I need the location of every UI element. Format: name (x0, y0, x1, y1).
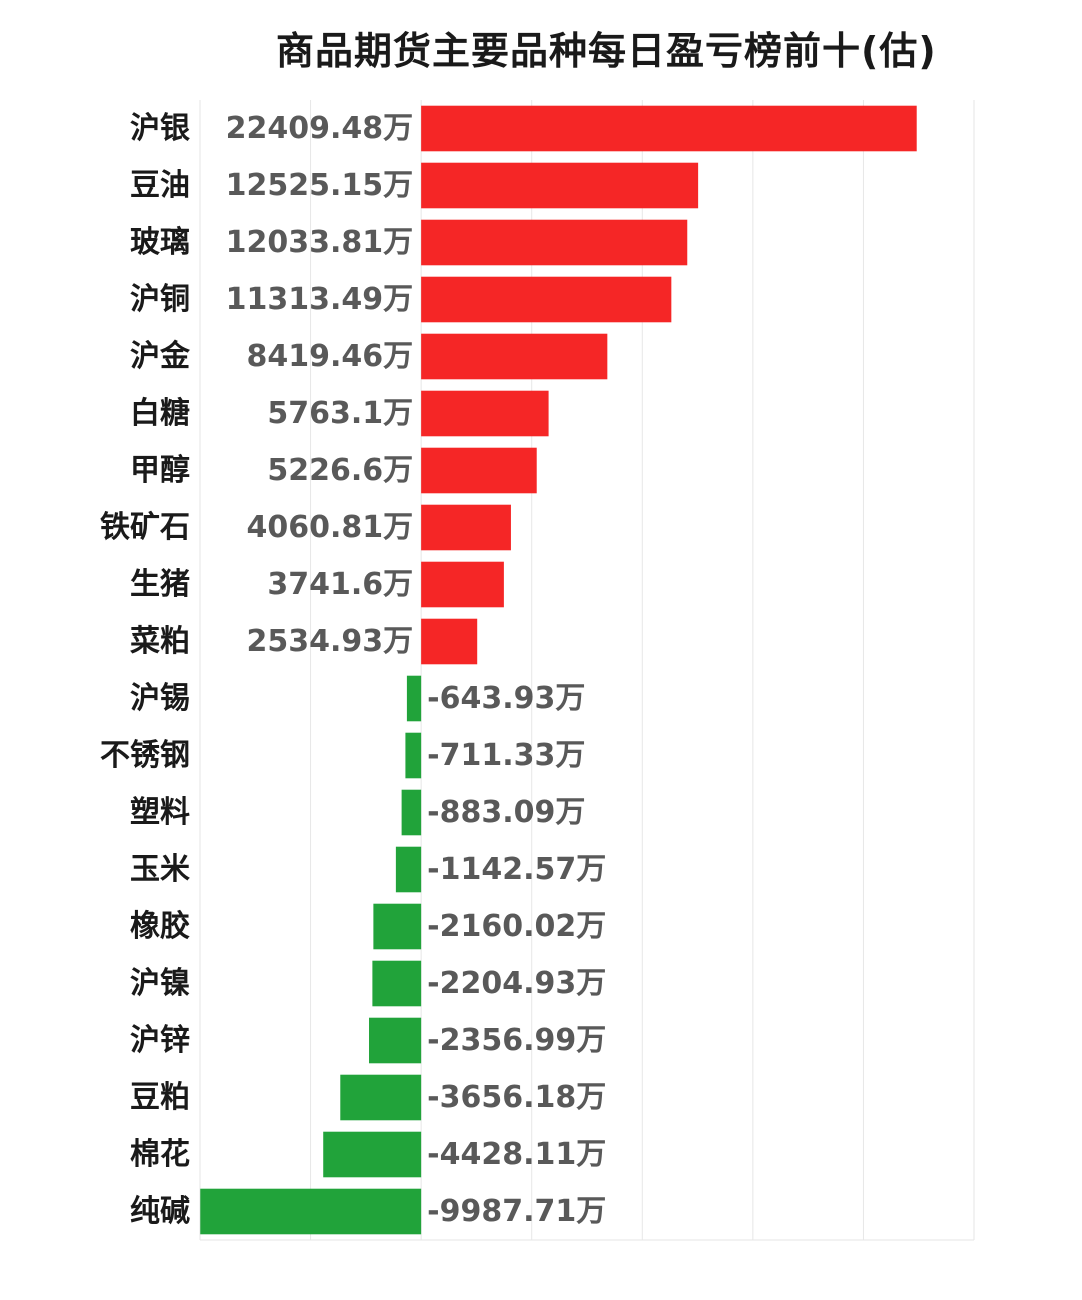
category-labels: 沪银豆油玻璃沪铜沪金白糖甲醇铁矿石生猪菜粕沪锡不锈钢塑料玉米橡胶沪镍沪锌豆粕棉花… (100, 111, 191, 1229)
value-label: -9987.71万 (427, 1194, 606, 1229)
bar (421, 162, 699, 209)
category-label: 沪锡 (130, 681, 190, 716)
value-label: -711.33万 (427, 738, 585, 773)
category-label: 沪镍 (130, 966, 190, 1001)
value-label: -2160.02万 (427, 909, 606, 944)
category-label: 铁矿石 (100, 510, 190, 545)
bar (421, 105, 917, 152)
category-label: 生猪 (130, 567, 190, 602)
bar (401, 789, 422, 836)
value-label: 3741.6万 (267, 567, 413, 602)
bar (421, 219, 688, 266)
category-label: 沪金 (130, 339, 191, 374)
value-label: -2204.93万 (427, 966, 606, 1001)
bar (340, 1074, 422, 1121)
value-label: -1142.57万 (427, 852, 606, 887)
category-label: 纯碱 (130, 1194, 190, 1229)
value-label: 2534.93万 (247, 624, 414, 659)
category-label: 沪锌 (130, 1023, 190, 1058)
category-label: 玉米 (130, 852, 190, 887)
category-label: 玻璃 (130, 225, 190, 260)
bar (421, 447, 537, 494)
grid-lines (199, 100, 975, 1241)
chart-title: 商品期货主要品种每日盈亏榜前十(估) (276, 29, 937, 73)
category-label: 沪银 (130, 111, 190, 146)
value-label: -643.93万 (427, 681, 585, 716)
bar (372, 960, 422, 1007)
category-label: 豆油 (130, 168, 190, 203)
category-label: 塑料 (130, 795, 190, 830)
category-label: 棉花 (130, 1137, 190, 1172)
value-label: 4060.81万 (247, 510, 414, 545)
bar (421, 618, 478, 665)
value-label: 12033.81万 (226, 225, 414, 260)
bar (373, 903, 422, 950)
category-label: 沪铜 (130, 282, 190, 317)
category-label: 菜粕 (130, 624, 190, 659)
category-label: 白糖 (130, 396, 190, 431)
bar (421, 333, 608, 380)
bar (406, 675, 422, 722)
category-label: 豆粕 (130, 1080, 190, 1115)
category-label: 橡胶 (130, 909, 190, 944)
value-label: -4428.11万 (427, 1137, 606, 1172)
value-label: -2356.99万 (427, 1023, 606, 1058)
value-label: -883.09万 (427, 795, 585, 830)
category-label: 不锈钢 (100, 738, 190, 773)
value-label: 11313.49万 (226, 282, 414, 317)
value-label: 8419.46万 (247, 339, 414, 374)
bar (421, 504, 511, 551)
bar (405, 732, 422, 779)
value-label: 5226.6万 (267, 453, 413, 488)
category-label: 甲醇 (130, 453, 190, 488)
value-labels: 22409.48万 12525.15万 12033.81万 11313.49万 8419… (226, 111, 607, 1229)
bar (369, 1017, 422, 1064)
bar (200, 1188, 422, 1235)
bar (395, 846, 422, 893)
bar (421, 276, 672, 323)
value-label: 22409.48万 (226, 111, 414, 146)
bar (421, 390, 549, 437)
bars (200, 105, 917, 1235)
bar (421, 561, 504, 608)
bar (323, 1131, 422, 1178)
value-label: 5763.1万 (267, 396, 413, 431)
value-label: -3656.18万 (427, 1080, 606, 1115)
value-label: 12525.15万 (226, 168, 414, 203)
